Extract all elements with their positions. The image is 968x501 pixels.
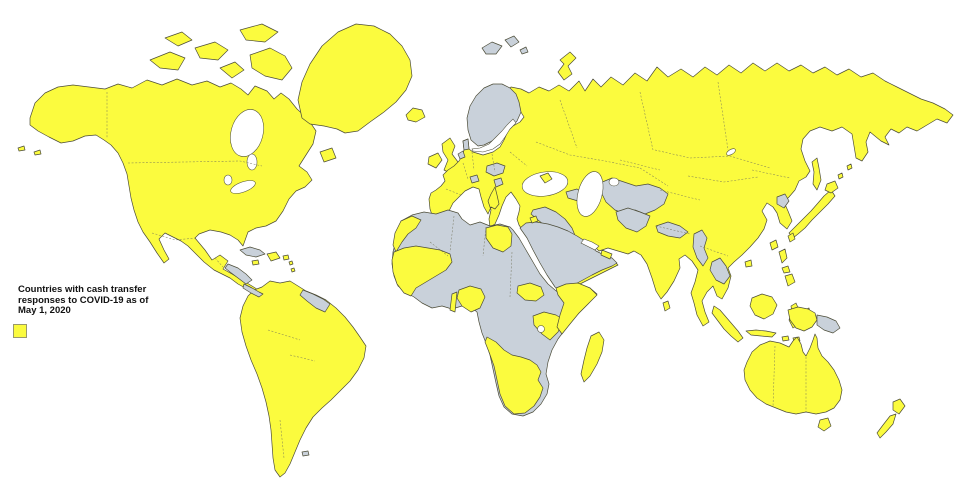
- james-bay-water: [246, 153, 258, 171]
- legend-title-line1: Countries with cash transfer: [18, 284, 147, 295]
- region-north-korea: [776, 193, 790, 209]
- baltic-sea-water: [471, 118, 517, 153]
- lake-baikal-water: [726, 148, 736, 156]
- region-egypt: [485, 224, 513, 253]
- region-svalbard: [481, 35, 529, 55]
- region-aleutian-islands: [17, 145, 42, 156]
- region-switzerland: [469, 174, 480, 184]
- region-uae: [600, 249, 613, 260]
- region-uganda-kenya: [532, 311, 565, 341]
- region-kuril-islands: [837, 163, 853, 180]
- legend-title-line2: responses to COVID-19 as of: [18, 294, 149, 306]
- region-falkland-islands: [301, 450, 310, 457]
- region-tibet-nepal: [655, 221, 689, 239]
- region-australia: [743, 333, 843, 415]
- region-denmark: [462, 138, 470, 151]
- region-ireland: [427, 152, 443, 169]
- region-nigeria: [456, 285, 486, 313]
- region-south-sudan: [516, 282, 545, 302]
- region-novaya-zemlya: [557, 51, 577, 81]
- internal-borders: [106, 81, 807, 459]
- region-laos-cambodia: [709, 257, 731, 285]
- region-java: [745, 329, 777, 338]
- region-hainan: [744, 259, 753, 268]
- black-sea-water: [521, 171, 569, 197]
- region-arabia: [519, 221, 618, 291]
- region-japan: [787, 180, 839, 243]
- legend-title-line3: May 1, 2020: [18, 305, 71, 316]
- region-bosnia: [493, 177, 504, 188]
- region-tasmania: [817, 417, 832, 432]
- region-netherlands-belgium: [457, 150, 466, 160]
- region-taiwan: [769, 239, 779, 251]
- region-honduras-nicaragua: [224, 263, 253, 285]
- hudson-bay-water: [230, 109, 264, 157]
- legend-title: Countries with cash transfer responses t…: [18, 284, 178, 317]
- region-sri-lanka: [662, 300, 671, 312]
- region-sakhalin: [811, 157, 822, 191]
- region-crimea-top: [539, 172, 553, 184]
- lake-winnipeg-water: [223, 174, 233, 186]
- region-philippines: [778, 248, 796, 287]
- region-hispaniola: [266, 251, 281, 262]
- region-greenland: [297, 23, 413, 134]
- region-sumatra: [711, 305, 744, 343]
- region-myanmar: [692, 229, 709, 267]
- region-togo-benin: [449, 291, 458, 313]
- region-west-papua: [787, 306, 818, 332]
- region-west-sahel: [391, 245, 453, 297]
- region-new-zealand: [876, 398, 906, 439]
- region-newfoundland: [319, 147, 337, 163]
- region-puerto-rico: [282, 254, 290, 261]
- lake-victoria-water: [537, 325, 545, 333]
- region-papua-new-guinea: [816, 314, 841, 334]
- region-cuba: [239, 246, 266, 258]
- legend-covered-swatch: [13, 324, 27, 338]
- region-guianas: [299, 289, 331, 313]
- region-central-asia: [599, 177, 669, 215]
- aral-sea-water: [608, 177, 620, 187]
- region-canadian-arctic-islands: [149, 23, 293, 81]
- region-central-europe: [485, 162, 506, 177]
- region-madagascar: [580, 331, 605, 383]
- region-iceland: [405, 107, 426, 123]
- region-south-america: [239, 280, 367, 478]
- persian-gulf-water: [580, 238, 600, 251]
- region-afghanistan: [615, 207, 651, 233]
- caspian-sea-water: [576, 171, 604, 217]
- region-borneo: [749, 293, 778, 320]
- great-lakes-water: [230, 180, 256, 194]
- region-morocco: [392, 215, 422, 253]
- region-costarica-panama: [242, 283, 264, 298]
- region-southern-africa: [484, 336, 544, 415]
- region-cyprus: [529, 215, 539, 224]
- region-lesser-antilles: [288, 260, 296, 273]
- region-somalia: [555, 282, 598, 335]
- region-jamaica: [251, 259, 260, 266]
